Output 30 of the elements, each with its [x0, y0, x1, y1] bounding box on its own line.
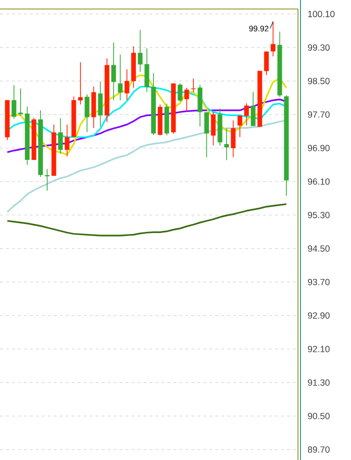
y-tick-label: 90.50: [308, 412, 330, 420]
y-tick-label: 89.70: [308, 446, 330, 453]
candlestick: [191, 78, 196, 92]
candlestick: [138, 30, 143, 72]
candlestick: [111, 42, 116, 101]
y-tick-label: 99.30: [308, 44, 330, 51]
y-tick-label: 94.50: [308, 245, 330, 252]
candlestick: [224, 128, 229, 161]
candlestick: [44, 168, 50, 192]
y-tick-label: 93.70: [308, 278, 330, 286]
y-tick-label: 96.90: [308, 144, 330, 152]
candlestick: [84, 94, 90, 133]
candlestick: [230, 120, 236, 158]
candlestick: [184, 87, 190, 112]
y-tick-label: 92.90: [308, 312, 330, 319]
candlestick: [64, 124, 70, 157]
candlestick: [210, 112, 216, 146]
y-tick-label: 100.10: [308, 10, 335, 18]
candlestick: [178, 83, 182, 102]
y-tick-label: 95.30: [308, 212, 330, 218]
y-tick-label: 97.70: [308, 111, 330, 118]
y-tick-label: 96.10: [308, 178, 330, 185]
candlestick: [270, 21, 276, 57]
candlestick: [98, 81, 103, 128]
candlestick: [118, 54, 123, 101]
candlestick: [58, 118, 63, 154]
y-tick-label: 91.30: [308, 379, 330, 386]
candlestick: [250, 92, 256, 126]
y-tick-label: 92.10: [308, 346, 330, 352]
y-tick-label: 98.50: [308, 78, 330, 84]
